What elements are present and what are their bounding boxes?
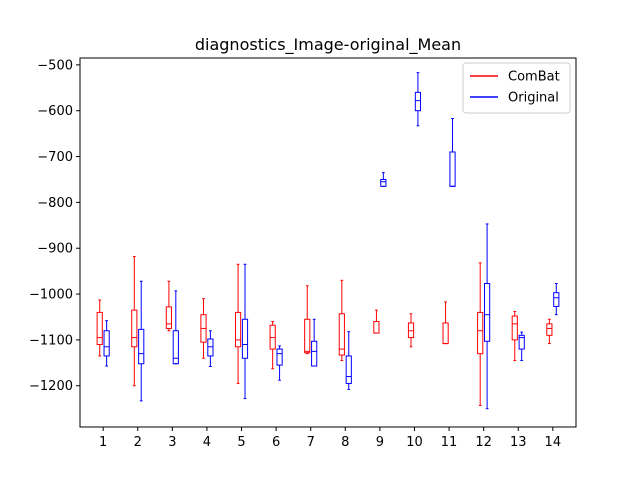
x-tick-label-12: 12 [475,435,492,450]
x-tick-label-1: 1 [99,435,107,450]
chart-title: diagnostics_Image-original_Mean [195,35,461,55]
y-tick-label-1: −600 [37,104,73,119]
y-tick-label-7: −1200 [29,379,73,394]
y-tick-label-0: −500 [37,58,73,73]
x-tick-label-8: 8 [341,435,349,450]
x-tick-label-11: 11 [441,435,458,450]
y-tick-label-6: −1100 [29,333,73,348]
x-tick-label-10: 10 [406,435,423,450]
x-tick-label-6: 6 [272,435,280,450]
x-tick-label-5: 5 [237,435,245,450]
legend-label-original: Original [508,91,559,106]
x-tick-label-14: 14 [545,435,562,450]
y-tick-label-3: −800 [37,196,73,211]
legend: ComBat Original [463,63,570,113]
x-tick-label-3: 3 [168,435,176,450]
y-tick-label-5: −1000 [29,288,73,303]
x-tick-label-9: 9 [376,435,384,450]
x-tick-label-4: 4 [203,435,211,450]
x-tick-label-7: 7 [307,435,315,450]
y-tick-label-2: −700 [37,150,73,165]
legend-label-combat: ComBat [508,70,560,85]
x-tick-label-13: 13 [510,435,527,450]
x-tick-label-2: 2 [134,435,142,450]
y-tick-label-4: −900 [37,242,73,257]
